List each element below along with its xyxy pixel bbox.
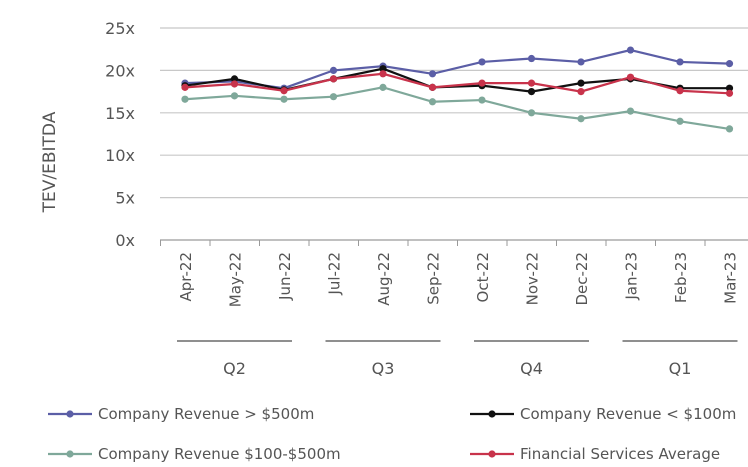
data-point — [527, 79, 536, 87]
data-point — [577, 115, 585, 123]
data-point — [181, 95, 189, 103]
data-point — [725, 125, 734, 133]
data-point — [478, 96, 486, 104]
legend-label: Financial Services Average — [520, 445, 720, 463]
data-point — [181, 83, 189, 91]
data-point — [428, 83, 437, 91]
data-point — [577, 58, 585, 66]
legend: Company Revenue > $500m Company Revenue <… — [48, 405, 736, 463]
data-point — [379, 70, 387, 78]
legend-swatch-marker — [488, 450, 496, 458]
x-tick-label: Feb-23 — [672, 252, 690, 303]
data-point — [725, 60, 734, 68]
data-point — [230, 75, 239, 83]
x-axis-ticks: Apr-22 May-22 Jun-22 Jul-22 Aug-22 Sep-22 Oct-… — [160, 240, 740, 307]
y-tick-label: 0x — [115, 231, 135, 250]
legend-label: Company Revenue $100-$500m — [98, 445, 341, 463]
x-tick-label: Mar-23 — [722, 252, 740, 304]
quarter-label: Q2 — [223, 359, 246, 378]
series-lines — [181, 46, 734, 133]
legend-label: Company Revenue > $500m — [98, 405, 314, 423]
data-point — [329, 66, 338, 74]
data-point — [626, 46, 635, 54]
y-tick-label: 20x — [105, 61, 135, 80]
legend-swatch-marker — [488, 410, 496, 418]
x-tick-label: Sep-22 — [425, 252, 443, 305]
data-point — [725, 89, 734, 97]
x-tick-label: May-22 — [227, 252, 245, 307]
data-point — [478, 58, 486, 66]
data-point — [329, 93, 338, 101]
y-axis-title: TEV/EBITDA — [40, 111, 60, 213]
data-point — [626, 107, 635, 115]
legend-label: Company Revenue < $100m — [520, 405, 736, 423]
data-point — [577, 88, 585, 96]
data-point — [280, 87, 288, 95]
data-point — [280, 95, 288, 103]
y-tick-label: 10x — [105, 146, 135, 165]
data-point — [527, 54, 536, 63]
x-tick-label: Oct-22 — [474, 252, 492, 302]
quarter-label: Q3 — [372, 359, 395, 378]
data-point — [577, 79, 585, 87]
series-line — [184, 86, 730, 130]
x-tick-label: Jan-23 — [623, 252, 641, 301]
quarter-labels: Q2 Q3 Q4 Q1 — [177, 340, 738, 378]
data-point — [676, 58, 684, 66]
quarter-label: Q4 — [520, 359, 543, 378]
y-tick-label: 15x — [105, 104, 135, 123]
legend-swatch-marker — [66, 450, 74, 458]
data-point — [527, 109, 536, 117]
series-line — [184, 72, 730, 95]
data-point — [428, 98, 437, 106]
data-point — [379, 65, 387, 73]
data-point — [725, 84, 734, 92]
data-point — [329, 75, 338, 83]
legend-swatch-marker — [66, 410, 74, 418]
x-tick-label: Dec-22 — [573, 252, 591, 306]
y-axis-ticks: 0x 5x 10x 15x 20x 25x — [105, 19, 135, 250]
data-point — [626, 73, 635, 81]
data-point — [676, 117, 684, 125]
data-point — [676, 87, 684, 95]
x-tick-label: Apr-22 — [177, 252, 195, 302]
y-tick-label: 25x — [105, 19, 135, 38]
y-tick-label: 5x — [115, 189, 135, 208]
x-tick-label: Aug-22 — [375, 252, 393, 306]
quarter-label: Q1 — [669, 359, 692, 378]
data-point — [230, 80, 239, 88]
data-point — [379, 83, 387, 91]
data-point — [527, 88, 536, 96]
data-point — [230, 92, 239, 100]
x-tick-label: Jul-22 — [326, 252, 344, 296]
data-point — [478, 79, 486, 87]
data-point — [428, 70, 437, 78]
x-tick-label: Jun-22 — [276, 252, 294, 301]
x-tick-label: Nov-22 — [524, 252, 542, 305]
gridlines — [160, 27, 748, 199]
